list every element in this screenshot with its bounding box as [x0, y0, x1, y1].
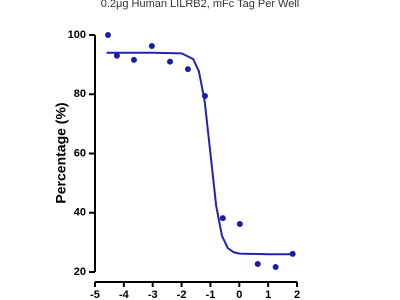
x-tick-label: -5	[90, 289, 100, 300]
y-tick-label: 60	[74, 147, 86, 159]
x-tick-label: -4	[119, 289, 130, 300]
fit-curve	[106, 51, 292, 256]
data-point	[272, 263, 279, 270]
data-point	[130, 56, 137, 63]
x-tick-label: -3	[148, 289, 158, 300]
data-point	[184, 66, 191, 73]
data-point	[219, 215, 226, 222]
data-point	[104, 32, 111, 38]
x-tick-label: -2	[177, 289, 187, 300]
x-tick-label: 2	[294, 289, 300, 300]
data-point	[148, 42, 155, 49]
y-axis-label: Percentage (%)	[53, 102, 69, 203]
data-point	[167, 58, 174, 65]
y-tick-label: 40	[74, 207, 86, 219]
x-tick-label: 1	[265, 289, 271, 300]
x-tick-label: 0	[236, 289, 242, 300]
data-point	[113, 52, 120, 59]
x-tick-label: -1	[206, 289, 216, 300]
data-point	[236, 221, 243, 228]
y-tick-label: 80	[74, 88, 86, 100]
y-tick-label: 20	[74, 266, 86, 278]
y-tick-label: 100	[68, 29, 86, 41]
data-point	[254, 261, 261, 268]
data-point	[289, 250, 296, 257]
chart-title: 0.2μg Human LILRB2, mFc Tag Per Well	[101, 0, 300, 10]
